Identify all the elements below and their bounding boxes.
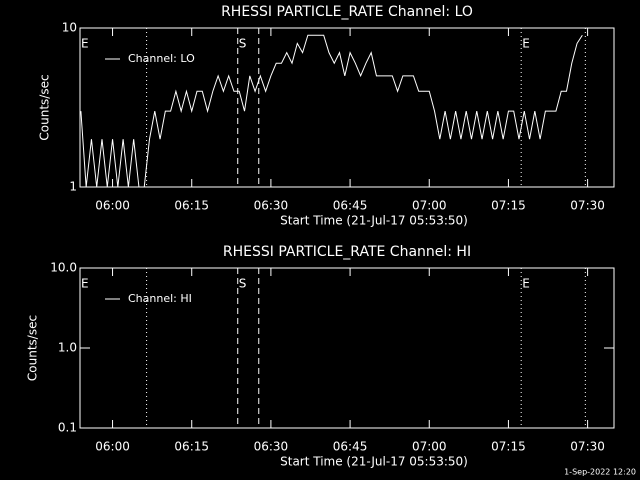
x-tick-label: 06:00 [95,440,130,454]
legend-label: Channel: HI [128,292,192,305]
event-label: E [522,37,530,51]
chart-title: RHESSI PARTICLE_RATE Channel: HI [223,244,471,260]
x-axis-label: Start Time (21-Jul-17 05:53:50) [280,455,468,469]
x-tick-label: 06:30 [254,199,289,213]
x-tick-label: 07:30 [570,440,605,454]
x-tick-label: 06:30 [254,440,289,454]
y-tick-label: 10 [62,21,77,35]
x-tick-label: 06:15 [174,199,209,213]
x-axis-label: Start Time (21-Jul-17 05:53:50) [280,214,468,228]
x-tick-label: 07:00 [412,440,447,454]
event-label: E [81,37,89,51]
event-label: S [239,277,247,291]
chart-title: RHESSI PARTICLE_RATE Channel: LO [221,4,473,20]
x-tick-label: 06:45 [333,199,368,213]
x-tick-label: 07:30 [570,199,605,213]
x-tick-label: 07:00 [412,199,447,213]
x-tick-label: 06:15 [174,440,209,454]
x-tick-label: 07:15 [491,199,526,213]
legend-label: Channel: LO [128,52,195,65]
x-tick-label: 06:45 [333,440,368,454]
series-line [80,34,583,188]
event-label: E [522,277,530,291]
footer: 1-Sep-2022 12:20 [564,468,636,477]
plot-frame [79,27,615,188]
x-tick-label: 07:15 [491,440,526,454]
y-tick-label: 1.0 [58,341,77,355]
event-label: E [81,277,89,291]
y-axis-label: Counts/sec [38,74,52,140]
y-tick-label: 10.0 [50,261,77,275]
y-tick-label: 0.1 [58,421,77,435]
y-axis-label: Counts/sec [26,315,40,381]
y-tick-label: 1 [69,180,77,194]
x-tick-label: 06:00 [95,199,130,213]
event-label: S [239,37,247,51]
